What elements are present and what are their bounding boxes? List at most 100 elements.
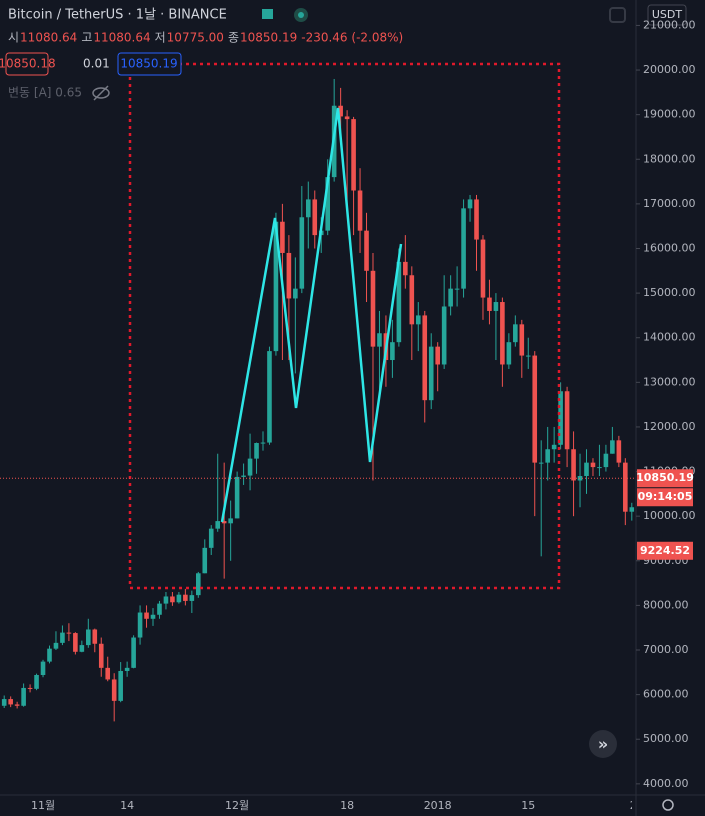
scroll-button[interactable]: [589, 730, 617, 758]
settings-icon[interactable]: [662, 799, 674, 811]
candle-body: [8, 699, 13, 705]
candle-body: [493, 302, 499, 311]
candle-body: [21, 687, 26, 706]
plot-area: [1, 78, 636, 722]
screenshot-button[interactable]: [609, 7, 626, 23]
candle-body: [312, 199, 318, 236]
x-tick-label: 15: [521, 799, 535, 812]
candle-body: [176, 594, 182, 603]
candle-body: [487, 297, 492, 311]
x-tick-label: 2월: [630, 799, 647, 812]
candle-body: [532, 355, 538, 463]
candle-body: [461, 208, 466, 289]
candle-body: [467, 199, 473, 209]
candle-body: [189, 595, 195, 601]
candle-body: [40, 661, 46, 675]
candle-body: [73, 633, 78, 652]
currency[interactable]: USDT: [652, 8, 683, 21]
ask-box[interactable]: [117, 52, 182, 76]
candle-body: [53, 642, 59, 649]
currency-box[interactable]: [647, 4, 687, 26]
candle-body: [144, 612, 149, 619]
candle-body: [577, 476, 583, 481]
candle-body: [558, 391, 563, 445]
x-tick-label: 2018: [424, 799, 452, 812]
candle-body: [1, 699, 7, 706]
candle-body: [474, 199, 479, 240]
candle-body: [14, 704, 20, 706]
candle-body: [616, 440, 622, 463]
spread: 0.01: [83, 57, 110, 71]
candle-body: [157, 603, 162, 615]
legend-value: 11080.64: [93, 31, 150, 45]
candle-body: [280, 221, 285, 253]
y-tick-label: 16000.00: [643, 241, 696, 254]
x-tick-label: 14: [120, 799, 134, 812]
bid[interactable]: 10850.18: [0, 57, 56, 71]
price-label-box: [637, 469, 693, 488]
scroll-icon[interactable]: »: [598, 735, 608, 754]
countdown: 09:14:05: [638, 490, 693, 503]
candle-body: [338, 105, 343, 117]
x-tick-label: 18: [340, 799, 354, 812]
legend-label: 시: [8, 31, 19, 45]
candle-body: [118, 670, 123, 701]
symbol-title[interactable]: Bitcoin / TetherUS · 1날 · BINANCE: [8, 8, 227, 23]
y-tick-label: 7000.00: [643, 643, 689, 656]
ask[interactable]: 10850.19: [120, 57, 177, 71]
candle-body: [364, 230, 369, 271]
candle-body: [525, 355, 531, 357]
candle-body: [370, 270, 376, 347]
legend-label: 고: [81, 31, 92, 45]
y-tick-label: 20000.00: [643, 63, 696, 76]
hide-icon[interactable]: [92, 85, 110, 101]
candle-body: [260, 442, 266, 444]
candle-body: [545, 449, 550, 463]
candle-body: [79, 645, 85, 652]
y-tick-label: 5000.00: [643, 732, 689, 745]
legend-label: 저: [155, 31, 166, 45]
candle-body: [603, 453, 609, 468]
y-tick-label: 18000.00: [643, 152, 696, 165]
candle-body: [344, 116, 350, 120]
indicator-label[interactable]: 변동 [A] 0.65: [8, 86, 82, 100]
candle-body: [590, 462, 596, 468]
candle-body: [422, 315, 428, 401]
rectangle-drawing[interactable]: [128, 62, 561, 590]
candle-body: [629, 507, 635, 512]
y-tick-label: 6000.00: [643, 688, 689, 701]
zigzag-drawing[interactable]: [220, 107, 403, 523]
candle-body: [241, 475, 246, 477]
candle-body: [377, 333, 382, 347]
legend-label: 종: [228, 31, 239, 45]
y-tick-label: 15000.00: [643, 286, 696, 299]
y-tick-label: 8000.00: [643, 598, 689, 611]
bid-box[interactable]: [5, 52, 49, 76]
candle-body: [435, 346, 440, 365]
y-tick-label: 10000.00: [643, 509, 696, 522]
candle-body: [228, 518, 233, 524]
y-tick-label: 17000.00: [643, 197, 696, 210]
y-tick-label: 12000.00: [643, 420, 696, 433]
legend-value: 10775.00: [167, 31, 224, 45]
price-label-box: [637, 541, 693, 560]
status-dot: [298, 12, 304, 18]
candle-body: [131, 637, 136, 668]
candle-body: [60, 632, 65, 643]
candle-body: [415, 315, 421, 325]
candle-body: [183, 594, 188, 601]
candle-body: [390, 342, 395, 361]
candle-body: [305, 199, 311, 218]
candle-body: [247, 458, 253, 476]
y-tick-label: 21000.00: [643, 18, 696, 31]
candle-body: [396, 261, 402, 343]
legend-value: 10850.19: [240, 31, 297, 45]
candle-body: [454, 288, 460, 290]
y-tick-label: 14000.00: [643, 331, 696, 344]
flag-icon[interactable]: [262, 9, 273, 19]
candle-body: [105, 667, 111, 680]
candle-body: [273, 221, 279, 352]
candle-body: [500, 302, 505, 365]
candle-body: [299, 217, 305, 289]
